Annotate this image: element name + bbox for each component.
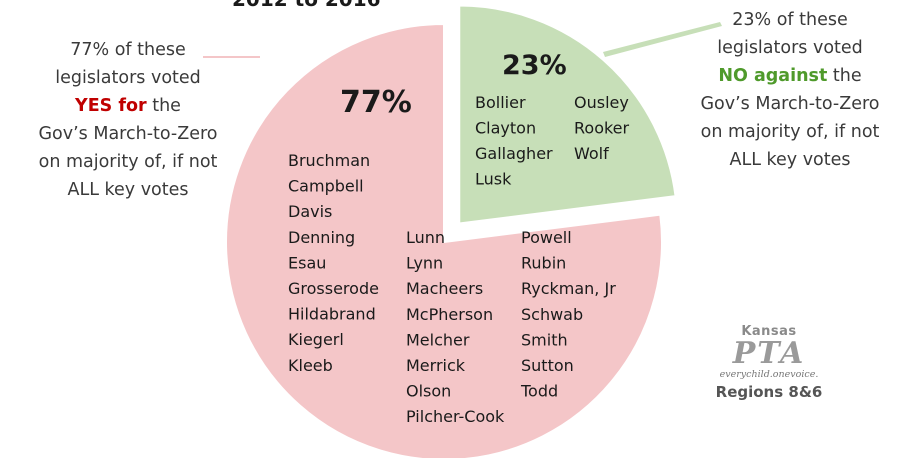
yes-legislator-name: Esau	[288, 253, 326, 272]
yes-legislator-name: Todd	[520, 382, 558, 401]
no-annotation-line-3-rest: the	[827, 66, 862, 86]
no-names-column-2: Ousley Rooker Wolf	[574, 93, 630, 163]
yes-legislator-name: Campbell	[288, 177, 364, 196]
yes-names-column-3: Powell Rubin Ryckman, Jr Schwab Smith Sutton T…	[520, 228, 616, 401]
no-legislator-name: Clayton	[475, 119, 536, 138]
no-legislator-name: Rooker	[574, 119, 630, 138]
no-annotation: 23% of these legislators voted NO agains…	[684, 6, 896, 174]
yes-legislator-name: Sutton	[521, 356, 574, 375]
yes-annotation-line-3-rest: the	[146, 96, 181, 116]
yes-legislator-name: Melcher	[406, 330, 470, 349]
yes-legislator-name: McPherson	[406, 305, 493, 324]
yes-legislator-name: Powell	[521, 228, 572, 247]
pie-slice-yes	[225, 22, 663, 461]
yes-legislator-name: Davis	[288, 202, 332, 221]
pie-slice-no	[458, 4, 677, 225]
yes-names-column-1: Bruchman Campbell Davis Denning Esau Grossero…	[288, 151, 379, 375]
yes-legislator-name: Schwab	[521, 305, 583, 324]
yes-legislator-name: Bruchman	[288, 151, 370, 170]
yes-legislator-name: Grosserode	[288, 279, 379, 298]
yes-legislator-name: Merrick	[406, 356, 466, 375]
no-legislator-name: Lusk	[475, 170, 512, 189]
no-names-column-1: Bollier Clayton Gallagher Lusk	[475, 93, 553, 189]
right-leader-line	[603, 22, 722, 57]
no-annotation-line-2: legislators voted	[717, 38, 863, 58]
yes-legislator-name: Pilcher-Cook	[406, 407, 505, 426]
yes-annotation-line-2: legislators voted	[55, 68, 201, 88]
yes-legislator-name: Rubin	[521, 254, 566, 273]
no-against-emphasis: NO against	[718, 66, 828, 86]
yes-legislator-name: Lynn	[406, 254, 443, 273]
yes-legislator-name: Hildabrand	[288, 305, 376, 324]
yes-annotation-line-4: Gov’s March-to-Zero	[38, 124, 218, 144]
left-leader-line	[203, 56, 260, 58]
pie-slices	[225, 4, 677, 461]
chart-title-fragment: 2012 to 2016	[232, 0, 381, 11]
no-annotation-line-4: Gov’s March-to-Zero	[700, 94, 880, 114]
yes-annotation-line-5: on majority of, if not	[38, 152, 218, 172]
logo-kansas-text: Kansas	[741, 324, 797, 339]
no-legislator-name: Wolf	[574, 144, 609, 163]
yes-annotation-line-6: ALL key votes	[67, 180, 189, 200]
no-legislator-name: Ousley	[574, 93, 629, 112]
yes-legislator-name: Lunn	[406, 228, 445, 247]
yes-legislator-name: Ryckman, Jr	[521, 279, 616, 298]
logo-pta-mark: PTA	[732, 336, 806, 371]
yes-legislator-name: Kiegerl	[288, 330, 344, 349]
yes-annotation-line-1: 77% of these	[70, 40, 186, 60]
no-legislator-name: Bollier	[475, 93, 526, 112]
yes-legislator-name: Olson	[406, 382, 451, 401]
yes-percent-label: 77%	[340, 85, 412, 120]
yes-legislator-name: Smith	[521, 330, 568, 349]
no-annotation-line-6: ALL key votes	[729, 150, 851, 170]
no-annotation-line-1: 23% of these	[732, 10, 848, 30]
no-legislator-name: Gallagher	[475, 144, 553, 163]
yes-annotation-line-3: YES for the	[14, 92, 242, 120]
yes-legislator-name: Kleeb	[288, 356, 333, 375]
regions-label: Regions 8&6	[715, 383, 823, 401]
yes-names-column-2: Lunn Lynn Macheers McPherson Melcher Merrick O…	[406, 228, 505, 426]
no-annotation-line-3: NO against the	[684, 62, 896, 90]
yes-legislator-name: Macheers	[406, 279, 483, 298]
no-percent-label: 23%	[502, 50, 567, 81]
yes-legislator-name: Denning	[288, 228, 355, 247]
yes-annotation: 77% of these legislators voted YES for t…	[14, 36, 242, 204]
no-annotation-line-5: on majority of, if not	[700, 122, 880, 142]
yes-for-emphasis: YES for	[75, 96, 147, 116]
leader-lines	[203, 22, 722, 58]
kansas-pta-logo: Kansas PTA everychild.onevoice. Regions …	[700, 324, 838, 401]
logo-tagline: everychild.onevoice.	[719, 369, 819, 380]
